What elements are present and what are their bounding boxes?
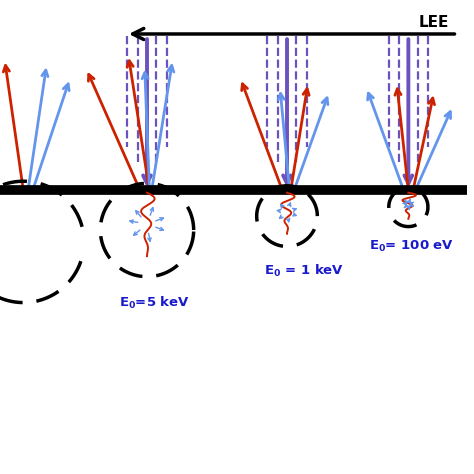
Text: $\mathbf{E_0}$= 100 eV: $\mathbf{E_0}$= 100 eV — [369, 239, 454, 255]
Text: $\mathbf{E_0}$=5 keV: $\mathbf{E_0}$=5 keV — [119, 295, 190, 311]
Text: LEE: LEE — [419, 15, 449, 30]
Text: $\mathbf{E_0}$ = 1 keV: $\mathbf{E_0}$ = 1 keV — [264, 263, 344, 279]
